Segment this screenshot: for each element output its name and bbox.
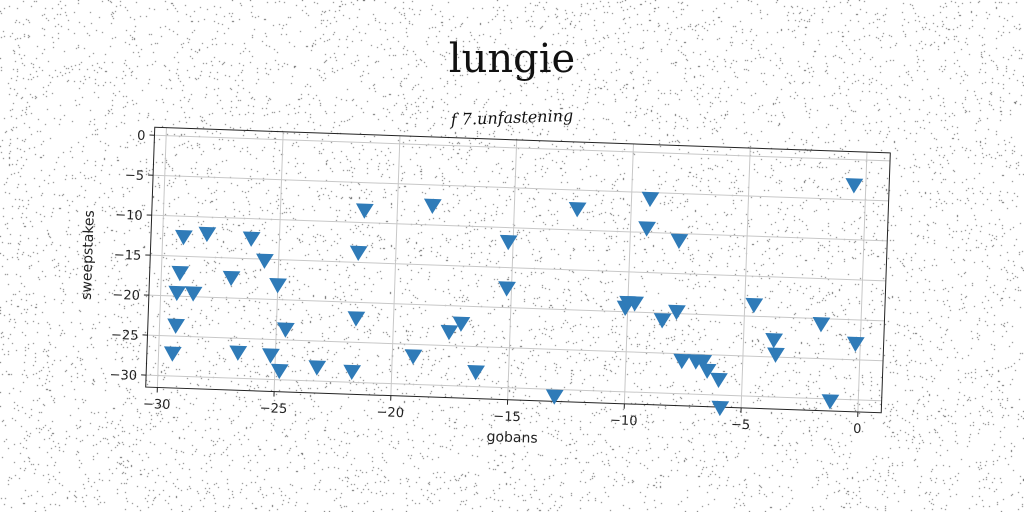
data-point-marker (277, 322, 295, 338)
x-gridline (857, 152, 868, 412)
data-point-marker (670, 233, 689, 249)
data-point-marker (347, 311, 366, 327)
grid (146, 127, 891, 412)
y-gridline (151, 214, 888, 242)
data-point-marker (711, 400, 730, 417)
x-gridline (740, 148, 751, 408)
y-tick-label: 0 (137, 129, 146, 144)
data-point-marker (545, 389, 564, 405)
y-tick-label: −25 (111, 328, 139, 344)
data-point-marker (694, 354, 713, 370)
x-tick-label: −5 (731, 418, 751, 434)
data-point-marker (710, 372, 728, 389)
data-point-marker (812, 317, 831, 333)
data-point-marker (270, 363, 289, 380)
data-point-marker (745, 297, 764, 314)
plot-frame (145, 126, 891, 414)
data-point-marker (229, 345, 248, 361)
x-tick-label: −10 (610, 413, 638, 429)
axis-ticks: −30 −25 −20 −15 −10 −5 0 0 −5 −10 −15 −20 −25 −30 (109, 129, 862, 437)
data-point-marker (653, 313, 672, 329)
y-axis-label: sweepstakes (79, 210, 98, 300)
data-point-marker (349, 245, 368, 262)
y-tick-label: −5 (125, 168, 145, 184)
y-gridline (150, 254, 886, 282)
data-point-marker (698, 363, 717, 379)
data-point-marker (198, 226, 217, 243)
data-point-marker (256, 253, 274, 269)
y-gridline (153, 174, 889, 202)
data-point-marker (269, 278, 287, 294)
y-gridline (154, 134, 891, 162)
data-point-marker (175, 229, 193, 246)
data-point-marker (498, 281, 516, 297)
data-point-marker (262, 348, 280, 364)
data-point-marker (440, 324, 459, 341)
data-point-marker (222, 270, 241, 287)
data-point-marker (568, 202, 587, 218)
data-point-marker (308, 360, 327, 376)
x-axis-label: gobans (486, 429, 538, 447)
data-point-marker (355, 203, 374, 219)
data-point-marker (638, 221, 656, 237)
y-tick-label: −20 (112, 288, 140, 304)
x-tick-label: 0 (853, 422, 862, 437)
data-point-marker (626, 296, 645, 312)
x-tick-label: −25 (260, 401, 288, 417)
x-tick-label: −15 (493, 409, 521, 425)
data-points (163, 178, 865, 417)
y-tick-label: −15 (114, 248, 142, 264)
y-tick-label: −30 (109, 368, 137, 384)
data-point-marker (242, 231, 261, 247)
y-tick-label: −10 (115, 208, 143, 224)
chart-title: lungie (448, 36, 576, 82)
x-tick-label: −30 (143, 397, 171, 413)
x-tick-label: −20 (376, 405, 404, 421)
data-point-marker (499, 234, 518, 251)
data-point-marker (765, 332, 784, 349)
data-point-marker (821, 394, 840, 410)
data-point-marker (673, 353, 692, 370)
data-point-marker (343, 364, 362, 381)
data-point-marker (423, 198, 442, 214)
y-gridline (147, 334, 884, 362)
y-gridline (148, 294, 885, 322)
data-point-marker (171, 265, 190, 282)
x-gridline (623, 143, 634, 404)
data-point-marker (668, 304, 686, 321)
data-point-marker (168, 285, 187, 302)
x-gridline (390, 135, 401, 396)
x-gridline (507, 139, 518, 400)
data-point-marker (845, 178, 864, 194)
data-point-marker (467, 364, 485, 381)
data-point-marker (846, 336, 865, 353)
data-point-marker (184, 286, 203, 302)
x-gridline (273, 131, 284, 392)
data-point-marker (452, 316, 471, 332)
data-point-marker (163, 346, 182, 362)
data-point-marker (767, 347, 785, 363)
x-gridline (156, 127, 167, 388)
data-point-marker (641, 191, 660, 208)
y-gridline (146, 374, 882, 402)
data-point-marker (167, 318, 185, 334)
data-point-marker (404, 349, 423, 365)
